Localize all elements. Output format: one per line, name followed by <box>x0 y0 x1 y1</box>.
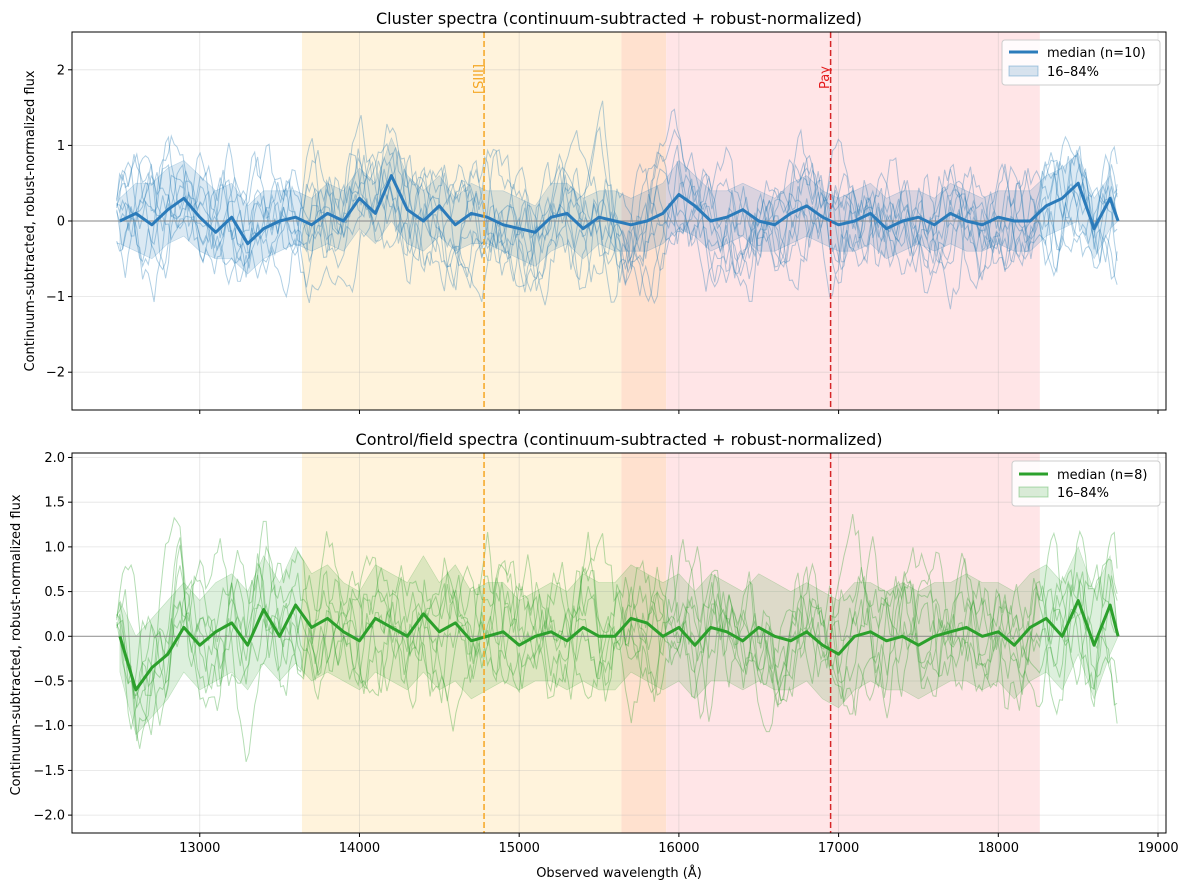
top-legend-median-label: median (n=10) <box>1047 46 1146 61</box>
top-y-tick-label-2: 0 <box>57 215 65 230</box>
top-individual-spectrum-4 <box>116 123 1118 303</box>
bottom-x-tick-label-2: 15000 <box>499 841 540 856</box>
bottom-y-tick-label-3: −0.5 <box>33 675 65 690</box>
bottom-shaded-band-2 <box>666 453 1040 833</box>
bottom-individual-spectrum-7 <box>116 552 1118 762</box>
top-median-line <box>119 174 1120 246</box>
bottom-y-tick-label-2: −1.0 <box>33 719 65 734</box>
bottom-y-tick-label-5: 0.5 <box>44 585 65 600</box>
bottom-legend-band-swatch <box>1018 486 1049 498</box>
top-individual-spectrum-2 <box>116 142 1118 304</box>
x-axis-label: Observed wavelength (Å) <box>536 865 702 881</box>
bottom-legend-median-label: median (n=8) <box>1057 468 1147 483</box>
top-legend-band-label: 16–84% <box>1047 65 1099 80</box>
bottom-individual-spectrum-5 <box>116 538 1118 726</box>
top-individual-spectrum-6 <box>116 115 1118 280</box>
top-y-tick-label-1: −1 <box>46 290 65 305</box>
siii-line-label: [SIII] <box>472 64 487 94</box>
bottom-y-axis-label: Continuum-subtracted, robust-normalized … <box>9 494 24 795</box>
top-y-tick-label-0: −2 <box>46 366 65 381</box>
top-individual-spectrum-3 <box>116 108 1118 306</box>
bottom-individual-spectrum-1 <box>116 530 1118 736</box>
bottom-y-tick-label-0: −2.0 <box>33 809 65 824</box>
bottom-shaded-band-0 <box>301 453 622 833</box>
top-individual-spectrum-0 <box>116 100 1118 310</box>
bottom-x-tick-label-1: 14000 <box>339 841 380 856</box>
control-spectra-panel: −2.0 −1.5 −1.0 −0.5 0.0 0.5 1.0 1.5 2.0 13000 140… <box>9 430 1179 881</box>
bottom-legend: median (n=8) 16–84% <box>1011 460 1161 507</box>
top-legend-band-swatch <box>1008 65 1039 77</box>
bottom-legend-band-label: 16–84% <box>1057 486 1109 501</box>
bottom-chart-title: Control/field spectra (continuum-subtrac… <box>356 430 883 449</box>
top-chart-title: Cluster spectra (continuum-subtracted + … <box>376 9 862 28</box>
bottom-x-tick-label-6: 19000 <box>1137 841 1178 856</box>
cluster-spectra-panel: −2 −1 0 1 2 Cluster spectra (continuum-subtr… <box>23 9 1167 414</box>
top-percentile-band <box>119 136 1119 275</box>
bottom-y-tick-label-7: 1.5 <box>44 496 65 511</box>
top-individual-spectrum-1 <box>116 126 1118 293</box>
top-y-axis-label: Continuum-subtracted, robust-normalized … <box>23 70 38 371</box>
top-individual-spectrum-9 <box>116 142 1118 303</box>
top-individual-spectrum-7 <box>116 144 1118 283</box>
bottom-x-tick-label-5: 18000 <box>978 841 1019 856</box>
bottom-median-line <box>118 599 1120 692</box>
top-legend: median (n=10) 16–84% <box>1001 39 1161 86</box>
bottom-x-tick-label-4: 17000 <box>818 841 859 856</box>
pagamma-line-label: Paγ <box>818 66 833 89</box>
bottom-y-tick-label-6: 1.0 <box>44 540 65 555</box>
bottom-x-tick-label-3: 16000 <box>658 841 699 856</box>
bottom-shaded-band-1 <box>621 453 667 833</box>
bottom-y-tick-label-1: −1.5 <box>33 764 65 779</box>
top-y-tick-label-3: 1 <box>57 139 65 154</box>
bottom-percentile-band <box>119 546 1119 736</box>
bottom-y-tick-label-8: 2.0 <box>44 451 65 466</box>
bottom-y-tick-label-4: 0.0 <box>44 630 65 645</box>
bottom-individual-spectrum-0 <box>116 531 1118 715</box>
top-y-tick-label-4: 2 <box>57 63 65 78</box>
bottom-individual-spectrum-6 <box>116 514 1118 742</box>
top-individual-spectrum-5 <box>116 145 1118 305</box>
bottom-x-tick-label-0: 13000 <box>179 841 220 856</box>
bottom-individual-spectrum-3 <box>116 536 1118 730</box>
